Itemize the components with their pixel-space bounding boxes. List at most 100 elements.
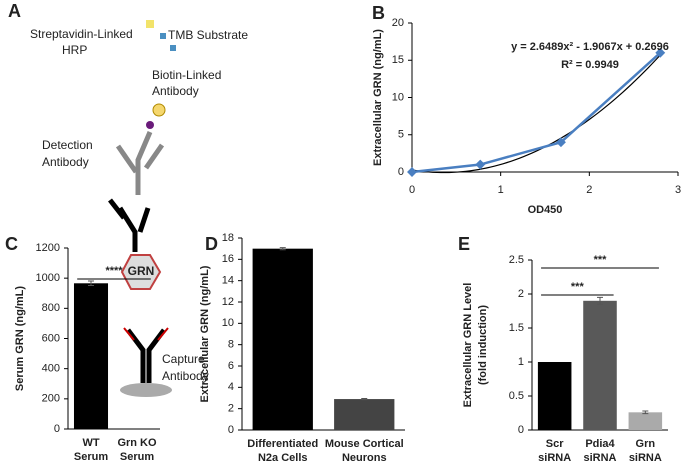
x-tick-label: 0 bbox=[409, 184, 415, 196]
panel-label: B bbox=[372, 3, 385, 23]
y-tick-label: 400 bbox=[42, 363, 60, 375]
error-bar bbox=[279, 247, 286, 251]
significance-label: *** bbox=[594, 254, 608, 266]
y-tick-label: 200 bbox=[42, 393, 60, 405]
error-bar bbox=[361, 398, 368, 401]
y-tick-label: 0 bbox=[228, 424, 234, 436]
biotin bbox=[146, 121, 154, 129]
point bbox=[407, 167, 417, 177]
y-tick-label: 2 bbox=[518, 288, 524, 300]
diagram-label: Antibody bbox=[162, 369, 209, 383]
error-bar bbox=[88, 280, 94, 287]
grn-antigen bbox=[120, 254, 162, 290]
point bbox=[655, 47, 666, 58]
panel-label: D bbox=[205, 234, 218, 254]
error-bar bbox=[642, 410, 649, 415]
y-tick-label: 18 bbox=[222, 232, 234, 244]
y-tick-label: 12 bbox=[222, 296, 234, 308]
panel-label: E bbox=[458, 234, 470, 254]
bar bbox=[537, 362, 572, 430]
y-tick-label: 15 bbox=[392, 54, 404, 66]
point bbox=[475, 159, 486, 170]
x-tick-label: Mouse Cortical bbox=[325, 438, 404, 450]
x-tick-label: Serum bbox=[74, 451, 108, 463]
x-tick-label: siRNA bbox=[538, 452, 571, 464]
diagram-label: Antibody bbox=[42, 155, 89, 169]
tmb-product bbox=[160, 33, 166, 39]
diagram-label: HRP bbox=[62, 43, 87, 57]
y-axis-label: Serum GRN (ng/mL) bbox=[14, 286, 26, 391]
y-tick-label: 0 bbox=[398, 166, 404, 178]
bar bbox=[334, 399, 395, 430]
biotin-arm bbox=[115, 144, 139, 174]
diagram-label: Detection bbox=[42, 138, 93, 152]
capture-antibody bbox=[126, 328, 166, 383]
y-tick-label: 0 bbox=[54, 423, 60, 435]
x-tick-label: Grn KO bbox=[117, 437, 157, 449]
y-tick-label: 5 bbox=[398, 129, 404, 141]
x-tick-label: WT bbox=[82, 437, 99, 449]
x-tick-label: 3 bbox=[675, 184, 681, 196]
x-tick-label: N2a Cells bbox=[258, 452, 308, 464]
biotin-antibody bbox=[135, 131, 165, 195]
x-tick-label: Neurons bbox=[342, 452, 387, 464]
capture-tips bbox=[123, 327, 169, 341]
y-tick-label: 10 bbox=[392, 91, 404, 103]
y-tick-label: 6 bbox=[228, 360, 234, 372]
diagram-label: Antibody bbox=[152, 84, 199, 98]
bar bbox=[628, 412, 663, 430]
data-line bbox=[411, 51, 662, 174]
x-tick-label: Pdia4 bbox=[585, 438, 615, 450]
significance-label: **** bbox=[105, 265, 123, 277]
y-tick-label: 20 bbox=[392, 17, 404, 29]
y-axis-label: Extracellular GRN (ng/mL) bbox=[199, 265, 211, 402]
y-tick-label: 1 bbox=[518, 356, 524, 368]
tmb-product bbox=[170, 45, 176, 51]
tmb bbox=[146, 20, 154, 28]
x-tick-label: siRNA bbox=[629, 452, 662, 464]
panel-label: C bbox=[5, 234, 18, 254]
bar bbox=[252, 248, 313, 430]
panel-label: A bbox=[8, 1, 21, 21]
x-tick-label: 2 bbox=[586, 184, 592, 196]
annotation: R² = 0.9949 bbox=[561, 59, 619, 71]
y-tick-label: 800 bbox=[42, 302, 60, 314]
x-tick-label: Grn bbox=[636, 438, 656, 450]
y-tick-label: 600 bbox=[42, 332, 60, 344]
x-tick-label: 1 bbox=[498, 184, 504, 196]
diagram-label: Biotin-Linked bbox=[152, 68, 221, 82]
y-tick-label: 16 bbox=[222, 253, 234, 265]
grn-label: GRN bbox=[128, 264, 155, 278]
y-axis-label: Extracellular GRN (ng/mL) bbox=[372, 29, 384, 166]
x-tick-label: Differentiated bbox=[247, 438, 318, 450]
bar bbox=[583, 300, 617, 430]
diagram-label: Streptavidin-Linked bbox=[30, 27, 133, 41]
y-tick-label: 1.5 bbox=[509, 322, 524, 334]
y-tick-label: 4 bbox=[228, 381, 234, 393]
y-tick-label: 14 bbox=[222, 275, 234, 287]
bar bbox=[73, 283, 109, 429]
significance-label: *** bbox=[571, 281, 585, 293]
y-tick-label: 8 bbox=[228, 339, 234, 351]
x-tick-label: siRNA bbox=[583, 452, 616, 464]
y-tick-label: 2.5 bbox=[509, 254, 524, 266]
detection-arm bbox=[108, 198, 126, 220]
plate bbox=[120, 383, 172, 397]
point bbox=[556, 137, 566, 148]
hrp bbox=[152, 103, 166, 117]
y-tick-label: 10 bbox=[222, 317, 234, 329]
y-axis-label: (fold induction) bbox=[477, 305, 489, 385]
error-bar bbox=[597, 296, 603, 305]
y-tick-label: 0 bbox=[518, 424, 524, 436]
diagram: A GRN Streptavidin-Linked HRP TMB Substr… bbox=[8, 1, 248, 397]
y-axis-label: Extracellular GRN Level bbox=[462, 283, 474, 408]
trendline bbox=[411, 54, 661, 174]
y-tick-label: 1000 bbox=[36, 272, 60, 284]
x-tick-label: Serum bbox=[120, 451, 154, 463]
diagram-label: TMB Substrate bbox=[168, 28, 248, 42]
x-axis-label: OD450 bbox=[528, 204, 563, 216]
y-tick-label: 2 bbox=[228, 403, 234, 415]
y-tick-label: 1200 bbox=[36, 242, 60, 254]
x-tick-label: Scr bbox=[546, 438, 564, 450]
